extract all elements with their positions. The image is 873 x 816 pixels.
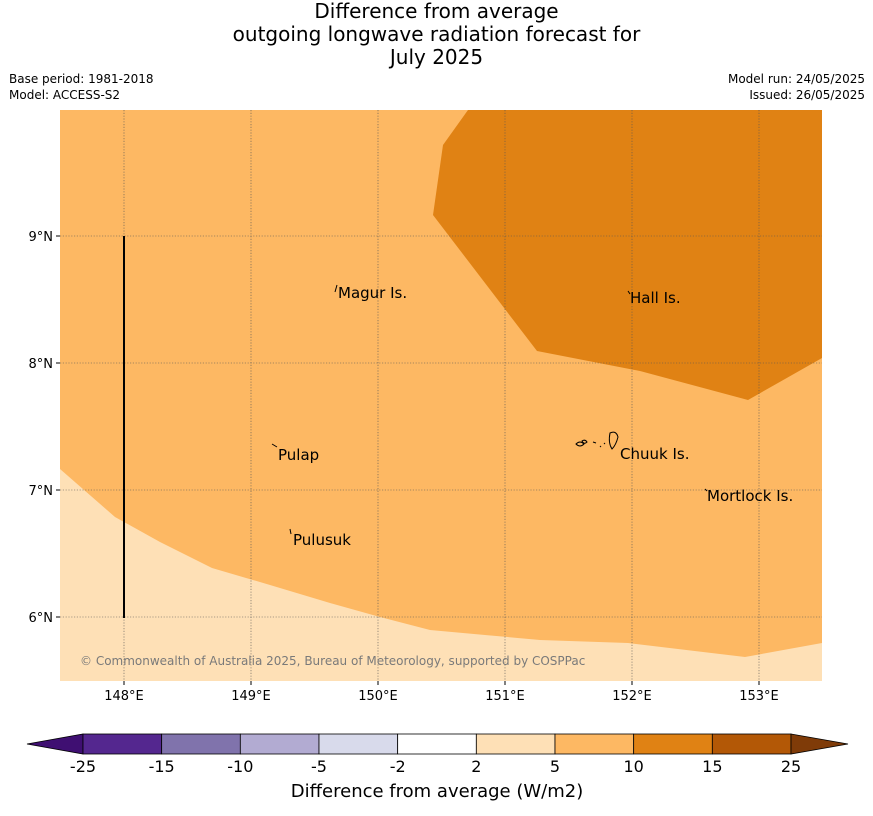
colorbar-tick-label: -2 [390,757,406,776]
graticule [60,110,822,681]
title-line-1: Difference from average [314,0,559,23]
meta-right: Model run: 24/05/2025 Issued: 26/05/2025 [728,71,865,103]
place-label: Pulap [278,446,319,464]
place-labels: Magur Is. Hall Is. Pulap Chuuk Is. Mortl… [278,284,793,549]
base-period: Base period: 1981-2018 [9,72,154,86]
place-label: Mortlock Is. [707,487,793,505]
colorbar-tick-label: 15 [702,757,722,776]
issued-date: Issued: 26/05/2025 [749,88,865,102]
lon-tick-label: 153°E [739,689,779,704]
colorbar-segment [554,733,635,755]
chart-title: Difference from average outgoing longwav… [0,0,873,69]
colorbar-segment [161,733,241,755]
lat-tick-label: 9°N [29,230,54,245]
colorbar-tick-label: -25 [70,757,96,776]
colorbar-tick-label: -5 [311,757,327,776]
colorbar-segment [318,733,399,755]
colorbar-tick-label: 5 [550,757,560,776]
lat-tick-label: 7°N [29,484,54,499]
colorbar-extend-low [26,733,84,755]
colorbar-segment [82,733,163,755]
lat-tick-label: 6°N [29,611,54,626]
meta-left: Base period: 1981-2018 Model: ACCESS-S2 [9,71,154,103]
lat-tick-label: 8°N [29,357,54,372]
axis-ticks [56,235,760,685]
map-area: Magur Is. Hall Is. Pulap Chuuk Is. Mortl… [60,110,822,681]
lon-tick-label: 151°E [485,689,525,704]
place-label: Hall Is. [630,289,681,307]
model-name: Model: ACCESS-S2 [9,88,121,102]
model-run: Model run: 24/05/2025 [727,72,865,86]
fill-light [60,469,822,681]
colorbar-segment [397,733,477,755]
colorbar-segment [239,733,320,755]
title-line-3: July 2025 [389,45,484,69]
colorbar-label: Difference from average (W/m2) [291,781,583,802]
copyright-notice: © Commonwealth of Australia 2025, Bureau… [80,654,585,668]
place-label: Chuuk Is. [620,445,689,463]
place-label: Magur Is. [338,284,407,302]
colorbar-tick-label: -15 [149,757,175,776]
place-label: Pulusuk [293,531,351,549]
colorbar-tick-label: 2 [471,757,481,776]
colorbar-tick-label: 25 [781,757,801,776]
fill-light-bottom [60,602,330,681]
colorbar-segment [475,733,556,755]
colorbar-segment [633,733,713,755]
colorbar-tick-labels: -25 -15 -10 -5 -2 2 5 10 15 25 [70,757,801,776]
lon-tick-label: 149°E [231,689,271,704]
title-line-2: outgoing longwave radiation forecast for [232,22,641,46]
lon-tick-label: 150°E [358,689,398,704]
lon-tick-label: 152°E [612,689,652,704]
lon-tick-label: 148°E [104,689,144,704]
colorbar-tick-label: -10 [227,757,253,776]
fill-dark [433,110,822,400]
lon-tick-labels: 148°E 149°E 150°E 151°E 152°E 153°E [104,689,779,704]
lat-tick-labels: 9°N 8°N 7°N 6°N [29,230,54,626]
island-outlines [271,284,708,535]
colorbar-segment [711,733,792,755]
colorbar [26,733,849,755]
colorbar-extend-high [790,733,849,755]
colorbar-tick-label: 10 [623,757,643,776]
